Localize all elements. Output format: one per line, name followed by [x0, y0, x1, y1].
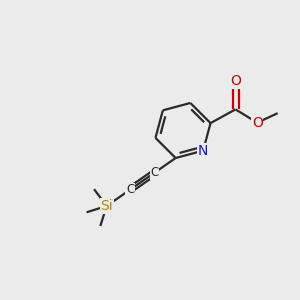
- Text: Si: Si: [100, 199, 113, 213]
- Text: O: O: [252, 116, 263, 130]
- Text: N: N: [198, 144, 208, 158]
- Text: O: O: [230, 74, 241, 88]
- Text: C: C: [126, 183, 134, 196]
- Text: C: C: [151, 166, 159, 179]
